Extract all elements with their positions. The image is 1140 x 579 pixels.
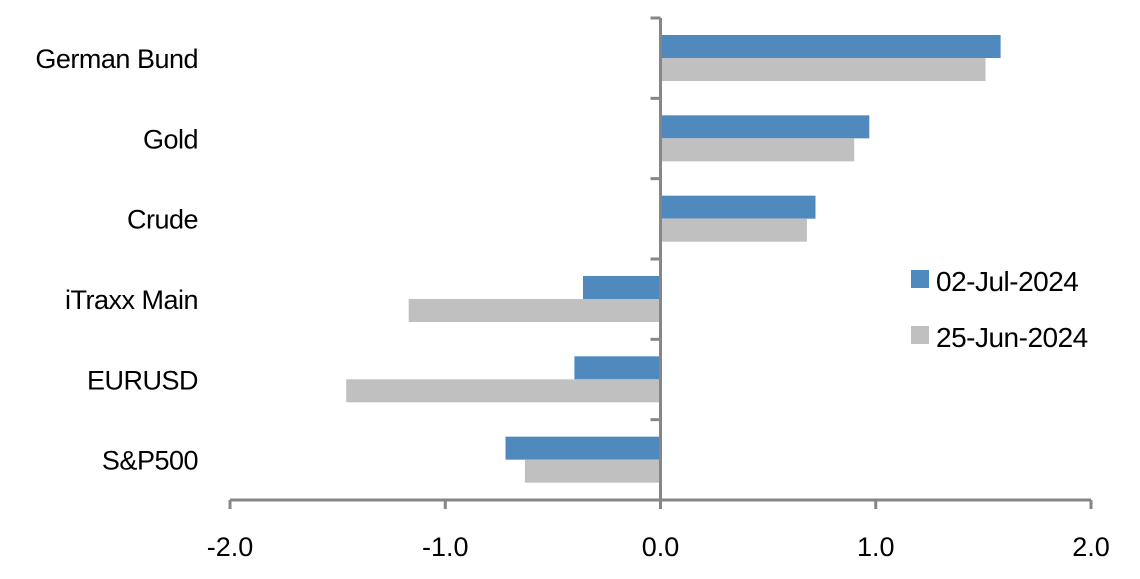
bar-1-2 [660,218,807,242]
bar-0-3 [583,276,661,299]
bar-0-5 [505,436,661,460]
bar-0-0 [660,35,1001,58]
x-tick-label: -1.0 [422,532,469,562]
x-tick-label: 2.0 [1072,532,1110,562]
bar-1-0 [660,58,986,81]
bar-0-4 [574,356,661,380]
x-tick-label: -2.0 [207,532,254,562]
category-label: S&P500 [102,446,198,476]
category-label: German Bund [35,44,198,74]
bar-1-4 [346,379,661,403]
bar-1-1 [660,138,855,162]
x-tick-label: 0.0 [642,532,680,562]
legend-label: 25-Jun-2024 [936,322,1088,353]
x-tick-label: 1.0 [857,532,895,562]
legend-label: 02-Jul-2024 [936,266,1078,297]
legend-swatch [911,270,929,288]
bar-0-1 [660,115,870,139]
category-label: iTraxx Main [65,285,198,315]
category-label: EURUSD [87,365,198,395]
bar-0-2 [660,195,816,219]
bar-1-3 [408,299,661,322]
category-label: Gold [143,124,198,154]
bar-1-5 [524,459,661,483]
category-label: Crude [127,205,198,235]
legend-swatch [911,326,929,344]
